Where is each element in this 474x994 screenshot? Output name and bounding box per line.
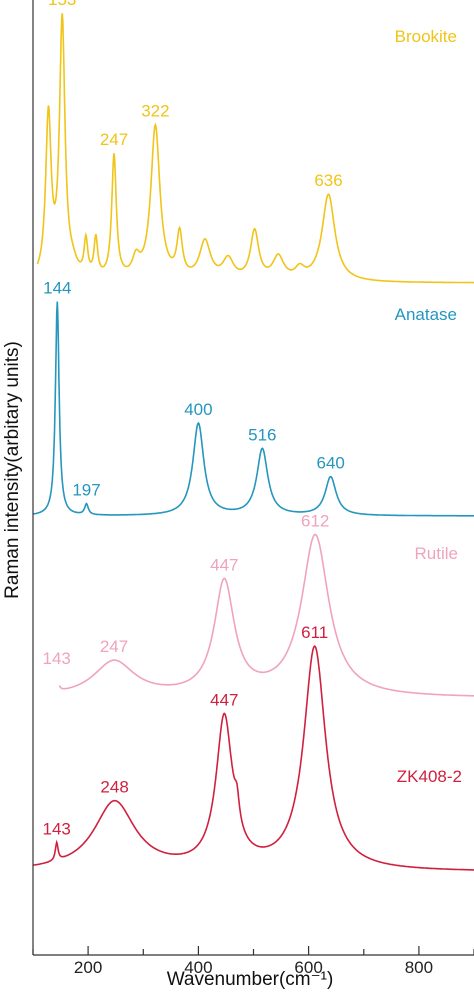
peak-label-636: 636 — [314, 171, 342, 190]
peak-label-143: 143 — [43, 819, 71, 838]
trace-rutile — [58, 533, 474, 697]
peak-label-640: 640 — [317, 454, 345, 473]
peak-label-153: 153 — [48, 0, 76, 9]
x-axis-ticks: 200 400 600 800 — [32, 946, 474, 977]
trace-brookite — [36, 13, 474, 284]
peak-label-447: 447 — [210, 691, 238, 710]
peak-label-247: 247 — [100, 637, 128, 656]
series-name-anatase: Anatase — [395, 305, 457, 324]
peak-label-197: 197 — [72, 481, 100, 500]
peak-label-447: 447 — [210, 555, 238, 574]
peak-label-612: 612 — [301, 512, 329, 531]
peak-label-322: 322 — [141, 102, 169, 121]
x-axis-title: Wavenumber(cm⁻¹) — [167, 969, 334, 990]
peak-label-247: 247 — [100, 130, 128, 149]
peak-labels: 153 247 322 636 144 197 400 516 640 143 247 447 612 1… — [43, 0, 345, 838]
peak-label-516: 516 — [248, 425, 276, 444]
peak-label-400: 400 — [184, 400, 212, 419]
x-tick-label-800: 800 — [405, 958, 433, 977]
peak-label-143: 143 — [43, 649, 71, 668]
x-tick-label-200: 200 — [74, 958, 102, 977]
series-names: Brookite Anatase Rutile ZK408-2 — [395, 27, 462, 786]
x-tick-label-600: 600 — [294, 958, 322, 977]
peak-label-611: 611 — [301, 623, 328, 642]
trace-zk408-2 — [32, 645, 474, 871]
series-name-zk408-2: ZK408-2 — [397, 767, 462, 786]
series-name-brookite: Brookite — [395, 27, 457, 46]
trace-anatase — [32, 301, 474, 517]
series-name-rutile: Rutile — [415, 544, 458, 563]
y-axis-title: Raman intensity(arbitary units) — [2, 341, 23, 599]
x-tick-label-400: 400 — [184, 958, 212, 977]
peak-label-248: 248 — [100, 778, 128, 797]
spectra-traces — [32, 13, 474, 871]
peak-label-144: 144 — [43, 279, 71, 298]
